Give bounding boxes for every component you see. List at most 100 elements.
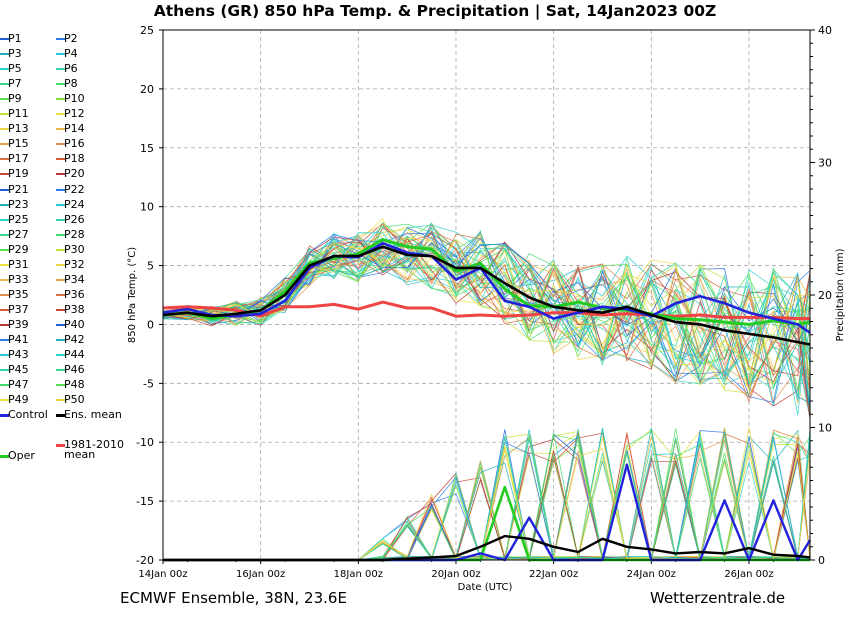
legend-swatch — [0, 218, 9, 221]
legend-label: P5 — [8, 62, 22, 76]
y2-tick-label: 0 — [818, 554, 825, 567]
x-tick-label: 22Jan 00z — [529, 569, 578, 580]
legend-label: P22 — [64, 182, 85, 196]
member-temp-line — [162, 241, 811, 396]
legend-label: P40 — [64, 317, 85, 331]
legend-swatch — [56, 113, 65, 116]
y-axis-label: 850 hPa Temp. (°C) — [127, 247, 138, 343]
legend-swatch — [56, 384, 65, 387]
legend-label: P26 — [64, 212, 85, 226]
legend-swatch — [56, 218, 65, 221]
legend-swatch — [0, 339, 9, 341]
legend-swatch — [0, 248, 9, 251]
legend-swatch — [0, 158, 9, 161]
legend-label: P13 — [8, 122, 29, 136]
legend-swatch — [0, 293, 9, 296]
legend-label: P8 — [64, 77, 78, 91]
legend-label: P38 — [64, 302, 85, 316]
legend-label: P11 — [8, 107, 29, 121]
legend-label: P10 — [64, 92, 85, 106]
legend-swatch — [0, 53, 9, 56]
legend-label: P47 — [8, 378, 29, 392]
member-temp-line — [162, 233, 811, 403]
legend-swatch — [0, 263, 9, 266]
y2-axis-label: Precipitation (mm) — [835, 248, 846, 341]
member-temp-line — [162, 232, 811, 403]
legend-label: P15 — [8, 137, 29, 151]
legend-label: P41 — [8, 333, 29, 346]
legend-label: P19 — [8, 167, 29, 181]
legend-label: P23 — [8, 197, 29, 211]
legend-swatch — [0, 369, 9, 372]
legend-swatch — [56, 263, 65, 266]
y2-tick-label: 10 — [818, 422, 832, 435]
legend-label: Oper — [8, 449, 35, 463]
chart-title: Athens (GR) 850 hPa Temp. & Precipitatio… — [153, 2, 717, 20]
legend-swatch — [0, 98, 9, 101]
x-tick-label: 14Jan 00z — [138, 569, 187, 580]
legend-swatch — [0, 68, 9, 71]
x-tick-label: 16Jan 00z — [236, 569, 285, 580]
legend-label: P21 — [8, 182, 29, 196]
legend-swatch — [56, 233, 65, 236]
legend-label: P25 — [8, 212, 29, 226]
legend-label: P43 — [8, 348, 29, 362]
legend-swatch — [0, 143, 9, 146]
legend-swatch — [56, 308, 65, 311]
legend-swatch — [56, 68, 65, 71]
legend-swatch — [56, 83, 65, 86]
legend-swatch — [0, 128, 9, 131]
legend-label: P42 — [64, 333, 85, 346]
legend-swatch — [56, 98, 65, 101]
legend-swatch — [0, 38, 9, 40]
legend-label: P44 — [64, 348, 85, 362]
legend-swatch — [56, 399, 65, 402]
legend-label: P37 — [8, 302, 29, 316]
x-tick-label: 24Jan 00z — [627, 569, 676, 580]
legend-label: Ens. mean — [64, 408, 122, 422]
legend-label: P48 — [64, 378, 85, 392]
legend-label: P50 — [64, 393, 85, 407]
legend-swatch — [0, 233, 9, 236]
legend-swatch — [56, 38, 65, 40]
legend-swatch — [0, 308, 9, 311]
legend-label: P28 — [64, 227, 85, 241]
legend-label: P49 — [8, 393, 29, 407]
legend-swatch — [0, 173, 9, 176]
legend-label: P1 — [8, 32, 22, 45]
legend-label: P7 — [8, 77, 22, 91]
legend-label: P39 — [8, 317, 29, 331]
legend-label: P45 — [8, 363, 29, 377]
legend-swatch — [56, 143, 65, 146]
y-tick-label: 25 — [140, 24, 154, 37]
y-tick-label: 20 — [140, 83, 154, 96]
y-tick-label: -15 — [136, 495, 154, 508]
legend-label: P30 — [64, 242, 85, 256]
legend-swatch — [56, 248, 65, 251]
main-series — [162, 238, 812, 562]
y-tick-label: 5 — [147, 260, 154, 273]
legend-swatch — [0, 414, 9, 418]
y-tick-label: 10 — [140, 201, 154, 214]
model-info: ECMWF Ensemble, 38N, 23.6E — [120, 589, 347, 607]
source-credit: Wetterzentrale.de — [650, 589, 786, 607]
legend-swatch — [56, 354, 65, 357]
legend-swatch — [0, 455, 9, 459]
x-tick-label: 18Jan 00z — [334, 569, 383, 580]
legend-swatch — [56, 323, 65, 326]
member-temp-line — [162, 222, 811, 404]
legend-swatch — [0, 203, 9, 206]
y-tick-label: 15 — [140, 142, 154, 155]
plot-frame — [162, 29, 811, 561]
member-temp-line — [162, 239, 811, 390]
legend-label: P27 — [8, 227, 29, 241]
legend-label: P12 — [64, 107, 85, 121]
legend-label: P31 — [8, 257, 29, 271]
legend-swatch — [56, 369, 65, 372]
legend-label: P24 — [64, 197, 85, 211]
legend-swatch — [0, 188, 9, 191]
y2-tick-label: 20 — [818, 289, 832, 302]
y2-tick-label: 40 — [818, 24, 832, 37]
legend-label: P20 — [64, 167, 85, 181]
